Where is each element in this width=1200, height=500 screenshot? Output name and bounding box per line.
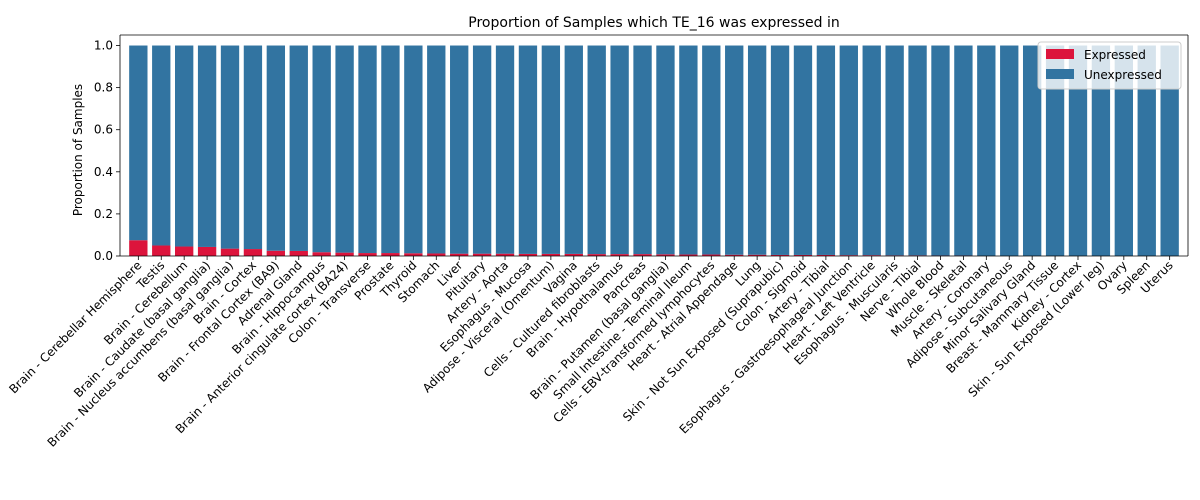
bar-unexpressed-cat-5 [243, 45, 263, 250]
bar-unexpressed-cat-17 [518, 45, 538, 254]
y-axis-label: Proportion of Samples [71, 84, 85, 216]
bar-expressed-cat-14 [450, 253, 469, 256]
bar-unexpressed-cat-11 [381, 45, 400, 254]
bar-expressed-cat-13 [427, 253, 446, 256]
bar-expressed-cat-5 [243, 249, 263, 256]
y-tick-label: 0.4 [94, 165, 113, 179]
bar-expressed-cat-27 [747, 254, 767, 256]
bar-expressed-cat-0 [129, 240, 148, 256]
bar-unexpressed-cat-36 [954, 45, 973, 256]
axes-layer: Brain - Cerebellar HemisphereTestisBrain… [6, 34, 1189, 450]
chart-title: Proportion of Samples which TE_16 was ex… [468, 15, 839, 31]
legend-label-unexpressed: Unexpressed [1084, 68, 1162, 82]
bar-unexpressed-cat-18 [541, 45, 561, 254]
bar-unexpressed-cat-14 [450, 45, 469, 254]
bar-unexpressed-cat-22 [633, 45, 652, 255]
bar-expressed-cat-32 [862, 255, 881, 256]
bar-unexpressed-cat-23 [656, 45, 675, 255]
bar-unexpressed-cat-10 [358, 45, 377, 254]
bar-expressed-cat-21 [610, 254, 629, 256]
bar-unexpressed-cat-45 [1160, 45, 1179, 257]
bar-expressed-cat-7 [289, 250, 308, 256]
bar-unexpressed-cat-16 [495, 45, 515, 254]
bar-unexpressed-cat-39 [1022, 45, 1042, 257]
bar-unexpressed-cat-40 [1045, 45, 1065, 257]
bar-expressed-cat-28 [770, 254, 790, 256]
bar-expressed-cat-24 [679, 254, 698, 256]
bar-expressed-cat-9 [335, 252, 354, 256]
bar-unexpressed-cat-20 [587, 45, 606, 255]
bar-unexpressed-cat-7 [289, 45, 308, 251]
bar-expressed-cat-30 [816, 254, 836, 256]
bar-expressed-cat-10 [358, 253, 377, 256]
y-tick-label: 0.8 [94, 81, 113, 95]
bar-expressed-cat-2 [175, 246, 194, 256]
bar-expressed-cat-22 [633, 254, 652, 256]
bar-unexpressed-cat-41 [1068, 45, 1088, 257]
bars-layer [129, 45, 1179, 257]
bar-unexpressed-cat-1 [152, 45, 171, 246]
bar-expressed-cat-23 [656, 254, 675, 256]
bar-unexpressed-cat-35 [931, 45, 950, 256]
bar-unexpressed-cat-2 [175, 45, 194, 247]
bar-unexpressed-cat-44 [1137, 45, 1156, 257]
bar-unexpressed-cat-8 [312, 45, 331, 253]
bar-unexpressed-cat-29 [793, 45, 813, 255]
bar-unexpressed-cat-33 [885, 45, 904, 256]
bar-expressed-cat-16 [495, 253, 515, 256]
bar-unexpressed-cat-25 [702, 45, 721, 255]
bar-unexpressed-cat-3 [197, 45, 217, 247]
bar-unexpressed-cat-32 [862, 45, 881, 256]
bar-unexpressed-cat-0 [129, 45, 148, 241]
bar-unexpressed-cat-12 [404, 45, 423, 254]
bar-expressed-cat-18 [541, 253, 561, 256]
bar-expressed-cat-6 [266, 250, 286, 256]
bar-unexpressed-cat-6 [266, 45, 286, 251]
bar-expressed-cat-8 [312, 252, 331, 256]
bar-unexpressed-cat-38 [1000, 45, 1019, 257]
bar-expressed-cat-20 [587, 254, 606, 256]
bar-expressed-cat-11 [381, 253, 400, 256]
bar-unexpressed-cat-37 [977, 45, 996, 257]
bar-expressed-cat-3 [197, 246, 217, 256]
bar-unexpressed-cat-28 [770, 45, 790, 255]
bar-unexpressed-cat-15 [472, 45, 492, 254]
bar-unexpressed-cat-9 [335, 45, 354, 253]
bar-unexpressed-cat-13 [427, 45, 446, 254]
bar-expressed-cat-4 [220, 248, 240, 256]
bar-expressed-cat-1 [152, 245, 171, 256]
bar-unexpressed-cat-21 [610, 45, 629, 255]
bar-expressed-cat-19 [564, 253, 583, 256]
bar-unexpressed-cat-27 [747, 45, 767, 255]
bar-expressed-cat-17 [518, 253, 538, 256]
y-tick-label: 0.2 [94, 207, 113, 221]
bar-unexpressed-cat-24 [679, 45, 698, 255]
bar-unexpressed-cat-31 [839, 45, 858, 256]
bar-expressed-cat-29 [793, 254, 813, 256]
bar-unexpressed-cat-30 [816, 45, 836, 255]
legend-swatch-expressed [1046, 49, 1074, 59]
bar-unexpressed-cat-26 [725, 45, 744, 255]
bar-expressed-cat-12 [404, 253, 423, 256]
bar-unexpressed-cat-34 [908, 45, 927, 256]
bar-unexpressed-cat-4 [220, 45, 240, 249]
y-tick-label: 0.0 [94, 249, 113, 263]
y-tick-label: 1.0 [94, 39, 113, 53]
legend-swatch-unexpressed [1046, 69, 1074, 79]
bar-expressed-cat-31 [839, 255, 858, 256]
bar-unexpressed-cat-42 [1091, 45, 1111, 257]
bar-unexpressed-cat-19 [564, 45, 583, 254]
legend: Expressed Unexpressed [1037, 41, 1182, 90]
bar-unexpressed-cat-43 [1114, 45, 1133, 257]
y-tick-label: 0.6 [94, 123, 113, 137]
bar-expressed-cat-26 [725, 254, 744, 256]
bar-expressed-cat-25 [702, 254, 721, 256]
legend-label-expressed: Expressed [1084, 48, 1146, 62]
bar-expressed-cat-15 [472, 253, 492, 256]
